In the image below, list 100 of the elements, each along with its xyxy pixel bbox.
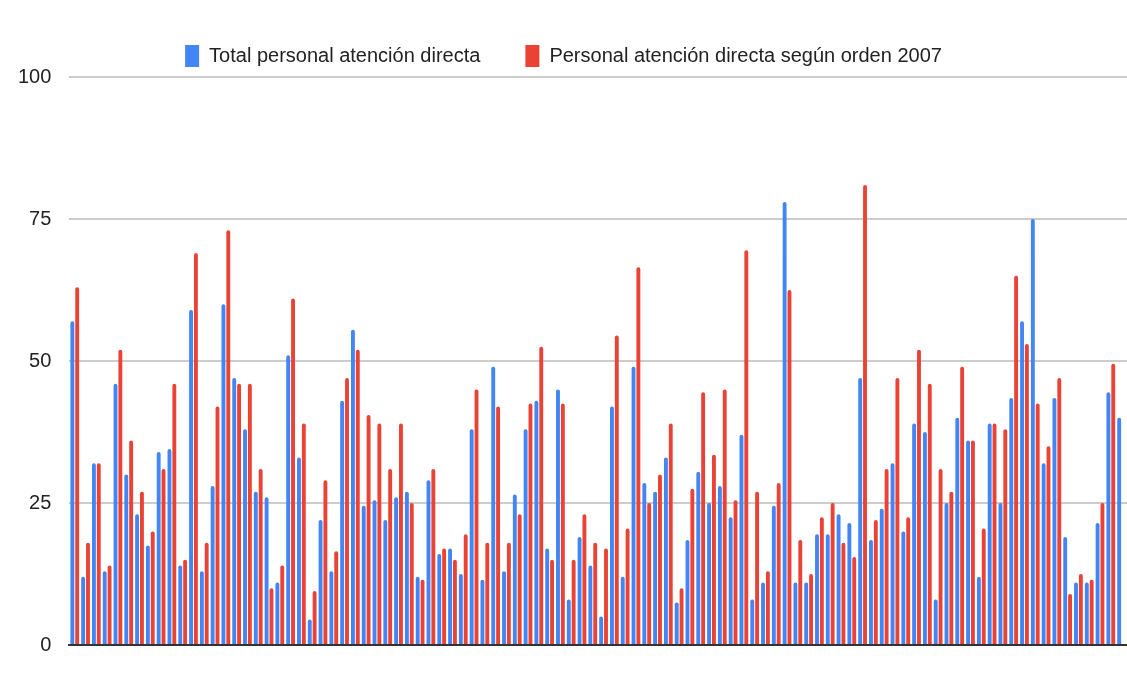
bar [858,378,863,644]
bar [404,491,409,644]
bar [361,505,366,644]
bar [517,514,522,644]
bar [150,531,155,644]
bar [912,423,917,644]
bar [329,571,334,644]
y-tick-label: 100 [17,64,52,87]
bar [189,309,193,644]
bar [452,559,457,644]
bar [469,429,474,644]
bar [625,528,630,644]
bar [809,574,813,644]
bar [750,599,755,644]
bar [340,400,345,644]
bar [841,542,846,644]
bar [604,548,608,644]
bar [118,349,123,644]
bar [761,582,765,644]
bar [431,468,436,644]
bar [981,528,986,644]
y-tick-label: 50 [29,348,52,371]
bar [711,454,716,644]
bar [987,423,992,644]
bar [301,423,306,644]
bar [825,534,830,644]
bar [728,517,733,644]
bar [879,508,884,644]
bar [599,616,604,644]
bar [226,230,231,644]
bar [582,514,587,644]
bar [571,559,576,644]
bar [323,480,328,644]
bar [744,250,749,644]
y-tick-label: 0 [40,632,52,655]
bar [502,571,506,644]
bar [674,602,679,644]
bar [869,539,873,644]
bar [1014,275,1019,644]
bar [480,579,485,644]
bar [1078,574,1083,644]
bar [1024,343,1029,644]
bar [1057,378,1062,644]
bar [658,474,662,644]
bar [614,335,619,644]
bar [107,565,112,644]
bar [1117,417,1122,644]
legend-label: Personal atención directa según orden 2007 [549,43,942,66]
bar [210,485,215,644]
bar [836,514,841,644]
bar [668,423,673,644]
bar [588,565,593,644]
bar [971,440,975,644]
bar [243,429,247,644]
bar [388,468,393,644]
legend-label: Total personal atención directa [209,43,482,66]
bar [1063,537,1068,644]
bar [75,287,80,644]
bar [647,503,652,644]
bar [275,582,280,644]
bar [291,298,295,644]
bar [539,346,544,644]
bar [394,497,399,644]
bar [135,514,140,644]
bar [523,429,528,644]
bar [933,599,938,644]
bar [1084,582,1089,644]
bar [1035,403,1040,644]
bar [955,417,960,644]
bar [776,483,781,644]
bar [442,548,447,644]
bar [221,304,226,644]
bar [1003,429,1008,644]
bar [409,503,414,644]
bar [556,389,560,644]
bar [819,517,824,644]
bar [383,520,388,644]
bar [798,539,803,644]
bar [550,559,554,644]
bar [696,471,701,644]
bar [707,503,712,644]
bar [653,491,658,644]
bar [124,474,129,644]
bar [804,582,809,644]
bar [183,559,188,644]
bar [927,383,932,644]
bar [636,267,641,644]
bar [560,403,565,644]
bar [922,432,927,644]
bar [237,383,242,644]
bar [199,571,204,644]
bar [1074,582,1078,644]
bar [1030,219,1035,644]
bar [96,463,101,644]
bar [232,378,237,644]
bar [463,534,468,644]
bar [545,548,550,644]
bar [415,576,420,644]
bar [448,548,453,644]
bar [620,576,625,644]
